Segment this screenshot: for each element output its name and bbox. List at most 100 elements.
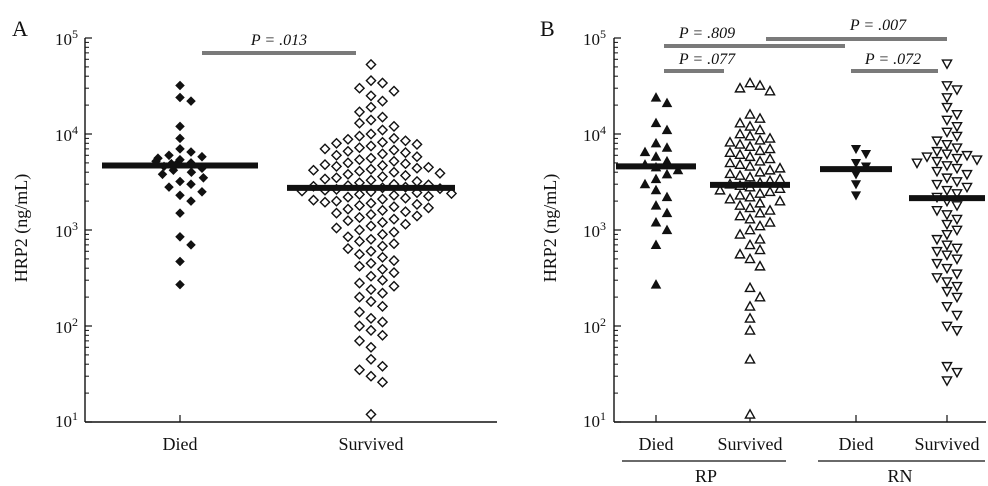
- panel-b-data-point: [651, 280, 660, 288]
- panel-a-y-axis-label: HRP2 (ng/mL): [11, 174, 32, 283]
- panel-a-data-point: [366, 91, 375, 100]
- panel-b-data-point: [651, 119, 660, 127]
- panel-a-data-point: [366, 129, 375, 138]
- panel-b-data-point: [755, 235, 764, 243]
- panel-b-data-point: [745, 193, 754, 201]
- panel-b-data-point: [765, 144, 774, 152]
- panel-b-data-point: [651, 93, 660, 101]
- panel-a-data-point: [378, 78, 387, 87]
- panel-b-y-tick-label: 102: [583, 315, 606, 337]
- panel-b-group-label-rp: RP: [695, 466, 717, 486]
- panel-a-y-tick-label: 103: [55, 219, 78, 241]
- panel-b-data-point: [765, 206, 774, 214]
- panel-a-data-point: [187, 197, 195, 205]
- panel-a-data-point: [176, 209, 184, 217]
- panel-b-data-point: [952, 111, 961, 119]
- panel-a-data-point: [366, 314, 375, 323]
- panel-b-data-point: [745, 152, 754, 160]
- panel-b-data-point: [942, 363, 951, 371]
- panel-a-data-point: [355, 143, 364, 152]
- panel-a-data-point: [378, 113, 387, 122]
- panel-b-x-category-rn-died: Died: [839, 434, 874, 454]
- panel-a-data-point: [355, 262, 364, 271]
- panel-b-data-point: [932, 181, 941, 189]
- panel-a-data-point: [412, 200, 421, 209]
- panel-b-data-point: [745, 240, 754, 248]
- panel-b-data-point: [932, 236, 941, 244]
- panel-b-data-point: [862, 150, 871, 158]
- panel-b-data-point: [952, 327, 961, 335]
- panel-a-data-point: [389, 87, 398, 96]
- panel-a-data-point: [366, 165, 375, 174]
- panel-b-data-point: [735, 201, 744, 209]
- panel-a-data-point: [378, 125, 387, 134]
- panel-b-comparisons: P = .809 P = .077 P = .007 P = .072: [664, 17, 947, 71]
- panel-a-data-point: [378, 378, 387, 387]
- panel-a-data-point: [389, 256, 398, 265]
- panel-a-data-point: [366, 343, 375, 352]
- panel-b-p-value: P = .809: [678, 25, 735, 42]
- panel-a-data-point: [389, 282, 398, 291]
- panel-a-data-point: [332, 197, 341, 206]
- panel-b-data-point: [932, 260, 941, 268]
- panel-b-data-point: [755, 221, 764, 229]
- panel-a-y-tick-label: 102: [55, 315, 78, 337]
- panel-a-data-point: [176, 145, 184, 153]
- panel-a-data-point: [401, 220, 410, 229]
- panel-b-data-point: [942, 94, 951, 102]
- panel-a-data-point: [176, 191, 184, 199]
- panel-a-data-point: [378, 265, 387, 274]
- panel-b-p-value: P = .072: [864, 51, 921, 68]
- panel-b-data-point: [662, 209, 671, 217]
- panel-a-data-point: [366, 115, 375, 124]
- panel-b-data-point: [932, 158, 941, 166]
- panel-b-data-point: [651, 174, 660, 182]
- panel-a-data-point: [187, 97, 195, 105]
- panel-a-data-point: [412, 152, 421, 161]
- panel-b-data-point: [725, 138, 734, 146]
- panel-a-data-point: [378, 195, 387, 204]
- panel-a-data-point: [424, 203, 433, 212]
- panel-a-data-point: [378, 331, 387, 340]
- panel-b-data-point: [745, 225, 754, 233]
- panel-b-data-point: [952, 144, 961, 152]
- panel-b-data-point: [952, 215, 961, 223]
- panel-b-data-point: [942, 116, 951, 124]
- panel-b-data-point: [775, 164, 784, 172]
- panel-a-data-point: [378, 302, 387, 311]
- panel-a-data-point: [378, 230, 387, 239]
- panel-b-data-point: [852, 181, 861, 189]
- panel-b-data-point: [735, 119, 744, 127]
- panel-b-data-point: [962, 152, 971, 160]
- panel-b-data-point: [942, 278, 951, 286]
- panel-b-medians: [616, 166, 985, 198]
- panel-b-data-point: [952, 202, 961, 210]
- panel-a-data-point: [366, 326, 375, 335]
- panel-b-y-tick-label: 104: [583, 123, 606, 145]
- panel-a-data-point: [187, 241, 195, 249]
- panel-b-data-point: [942, 187, 951, 195]
- panel-a-data-point: [176, 177, 184, 185]
- panel-a-label: A: [12, 16, 28, 41]
- panel-a-data-point: [378, 149, 387, 158]
- panel-b-data-point: [942, 60, 951, 68]
- panel-a-comparisons: P = .013: [202, 32, 356, 53]
- panel-a-data-point: [366, 297, 375, 306]
- panel-b-data-point: [651, 218, 660, 226]
- panel-b-data-point: [942, 141, 951, 149]
- panel-a-data-point: [378, 206, 387, 215]
- panel-b-data-point: [735, 84, 744, 92]
- panel-a-x-category-survived: Survived: [339, 434, 404, 454]
- panel-b-group-label-rn: RN: [887, 466, 912, 486]
- panel-a-points: [152, 60, 456, 419]
- panel-b-data-point: [922, 153, 931, 161]
- panel-b-data-point: [765, 166, 774, 174]
- panel-a-data-point: [187, 168, 195, 176]
- panel-a-data-point: [366, 410, 375, 419]
- panel-a-data-point: [343, 244, 352, 253]
- panel-b-data-point: [735, 191, 744, 199]
- panel-b-data-point: [942, 251, 951, 259]
- panel-a-data-point: [309, 196, 318, 205]
- panel-a-data-point: [343, 158, 352, 167]
- panel-b-data-point: [952, 155, 961, 163]
